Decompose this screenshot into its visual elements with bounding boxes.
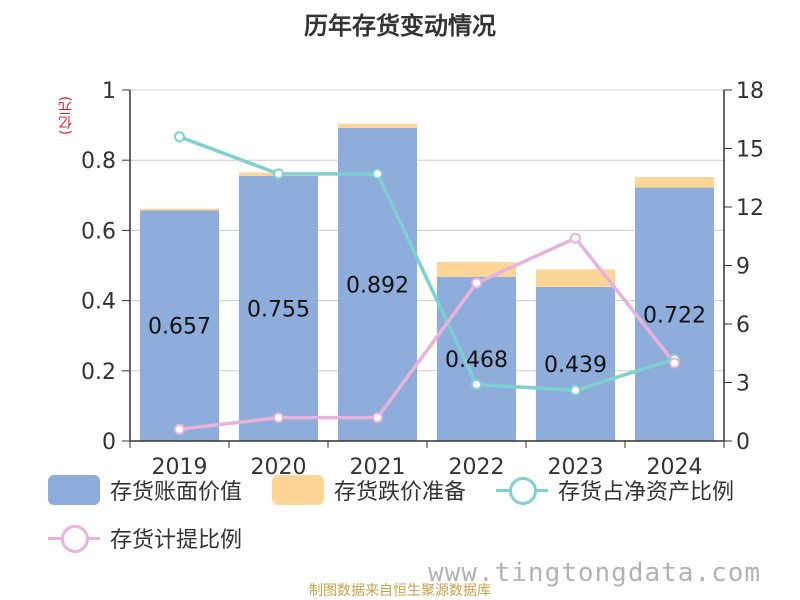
data-label: 0.722 xyxy=(643,303,706,328)
legend-marker-net-asset-ratio xyxy=(496,475,548,505)
left-tick-label: 0.6 xyxy=(81,219,116,244)
legend-item-net-asset-ratio[interactable]: 存货占净资产比例 xyxy=(496,474,734,506)
legend-item-provision-ratio[interactable]: 存货计提比例 xyxy=(48,522,242,554)
legend-swatch-book-value xyxy=(48,475,100,505)
left-tick-label: 0.8 xyxy=(81,149,116,174)
point-net-asset-ratio xyxy=(273,168,284,180)
bar-book-value xyxy=(634,187,715,441)
x-tick-label: 2023 xyxy=(548,455,604,480)
right-tick-label: 15 xyxy=(736,138,764,163)
right-tick-label: 3 xyxy=(736,372,750,397)
data-label: 0.657 xyxy=(148,315,211,340)
bar-book-value xyxy=(238,175,319,441)
point-net-asset-ratio xyxy=(174,131,185,143)
point-provision-ratio xyxy=(174,423,185,435)
right-tick-label: 6 xyxy=(736,313,750,338)
point-provision-ratio xyxy=(273,412,284,424)
point-net-asset-ratio xyxy=(372,168,383,180)
x-tick-label: 2019 xyxy=(152,455,208,480)
x-tick-label: 2022 xyxy=(449,455,505,480)
point-net-asset-ratio xyxy=(570,384,581,396)
line-provision-ratio xyxy=(179,236,676,432)
legend-item-book-value[interactable]: 存货账面价值 xyxy=(48,474,242,506)
bar-impairment xyxy=(337,123,418,128)
right-tick-label: 12 xyxy=(736,196,764,221)
bar-impairment xyxy=(139,208,220,211)
point-provision-ratio xyxy=(669,357,680,369)
data-label: 0.439 xyxy=(544,353,607,378)
data-source-note: 制图数据来自恒生聚源数据库 xyxy=(309,583,491,599)
right-tick-label: 0 xyxy=(736,430,750,455)
legend-label-net-asset-ratio: 存货占净资产比例 xyxy=(558,480,735,505)
data-label: 0.755 xyxy=(247,297,310,322)
point-provision-ratio xyxy=(570,232,581,244)
right-tick-label: 9 xyxy=(736,255,750,280)
data-label: 0.892 xyxy=(346,273,409,298)
legend-swatch-impairment xyxy=(272,475,324,505)
bar-impairment xyxy=(634,177,715,188)
legend-label-impairment: 存货跌价准备 xyxy=(334,480,467,505)
bar-book-value xyxy=(535,286,616,441)
bar-book-value xyxy=(337,127,418,442)
legend-marker-provision-ratio xyxy=(48,523,100,553)
bar-impairment xyxy=(535,269,616,287)
data-label: 0.468 xyxy=(445,348,508,373)
watermark: www.tingtongdata.com xyxy=(428,558,762,588)
left-tick-label: 1 xyxy=(102,79,116,104)
left-tick-label: 0.4 xyxy=(81,290,116,315)
right-tick-label: 18 xyxy=(736,79,764,104)
x-tick-label: 2021 xyxy=(350,455,406,480)
legend-label-provision-ratio: 存货计提比例 xyxy=(110,528,243,553)
legend-item-impairment[interactable]: 存货跌价准备 xyxy=(272,474,466,506)
bar-book-value xyxy=(139,210,220,441)
left-tick-label: 0.2 xyxy=(81,360,116,385)
line-net-asset-ratio xyxy=(178,135,676,393)
bar-book-value xyxy=(436,276,517,441)
chart-title: 历年存货变动情况 xyxy=(304,12,496,40)
x-tick-label: 2024 xyxy=(647,455,703,480)
left-tick-label: 0 xyxy=(102,430,116,455)
legend-label-book-value: 存货账面价值 xyxy=(110,480,243,505)
point-net-asset-ratio xyxy=(471,378,482,390)
point-provision-ratio xyxy=(372,412,383,424)
point-provision-ratio xyxy=(471,277,482,289)
